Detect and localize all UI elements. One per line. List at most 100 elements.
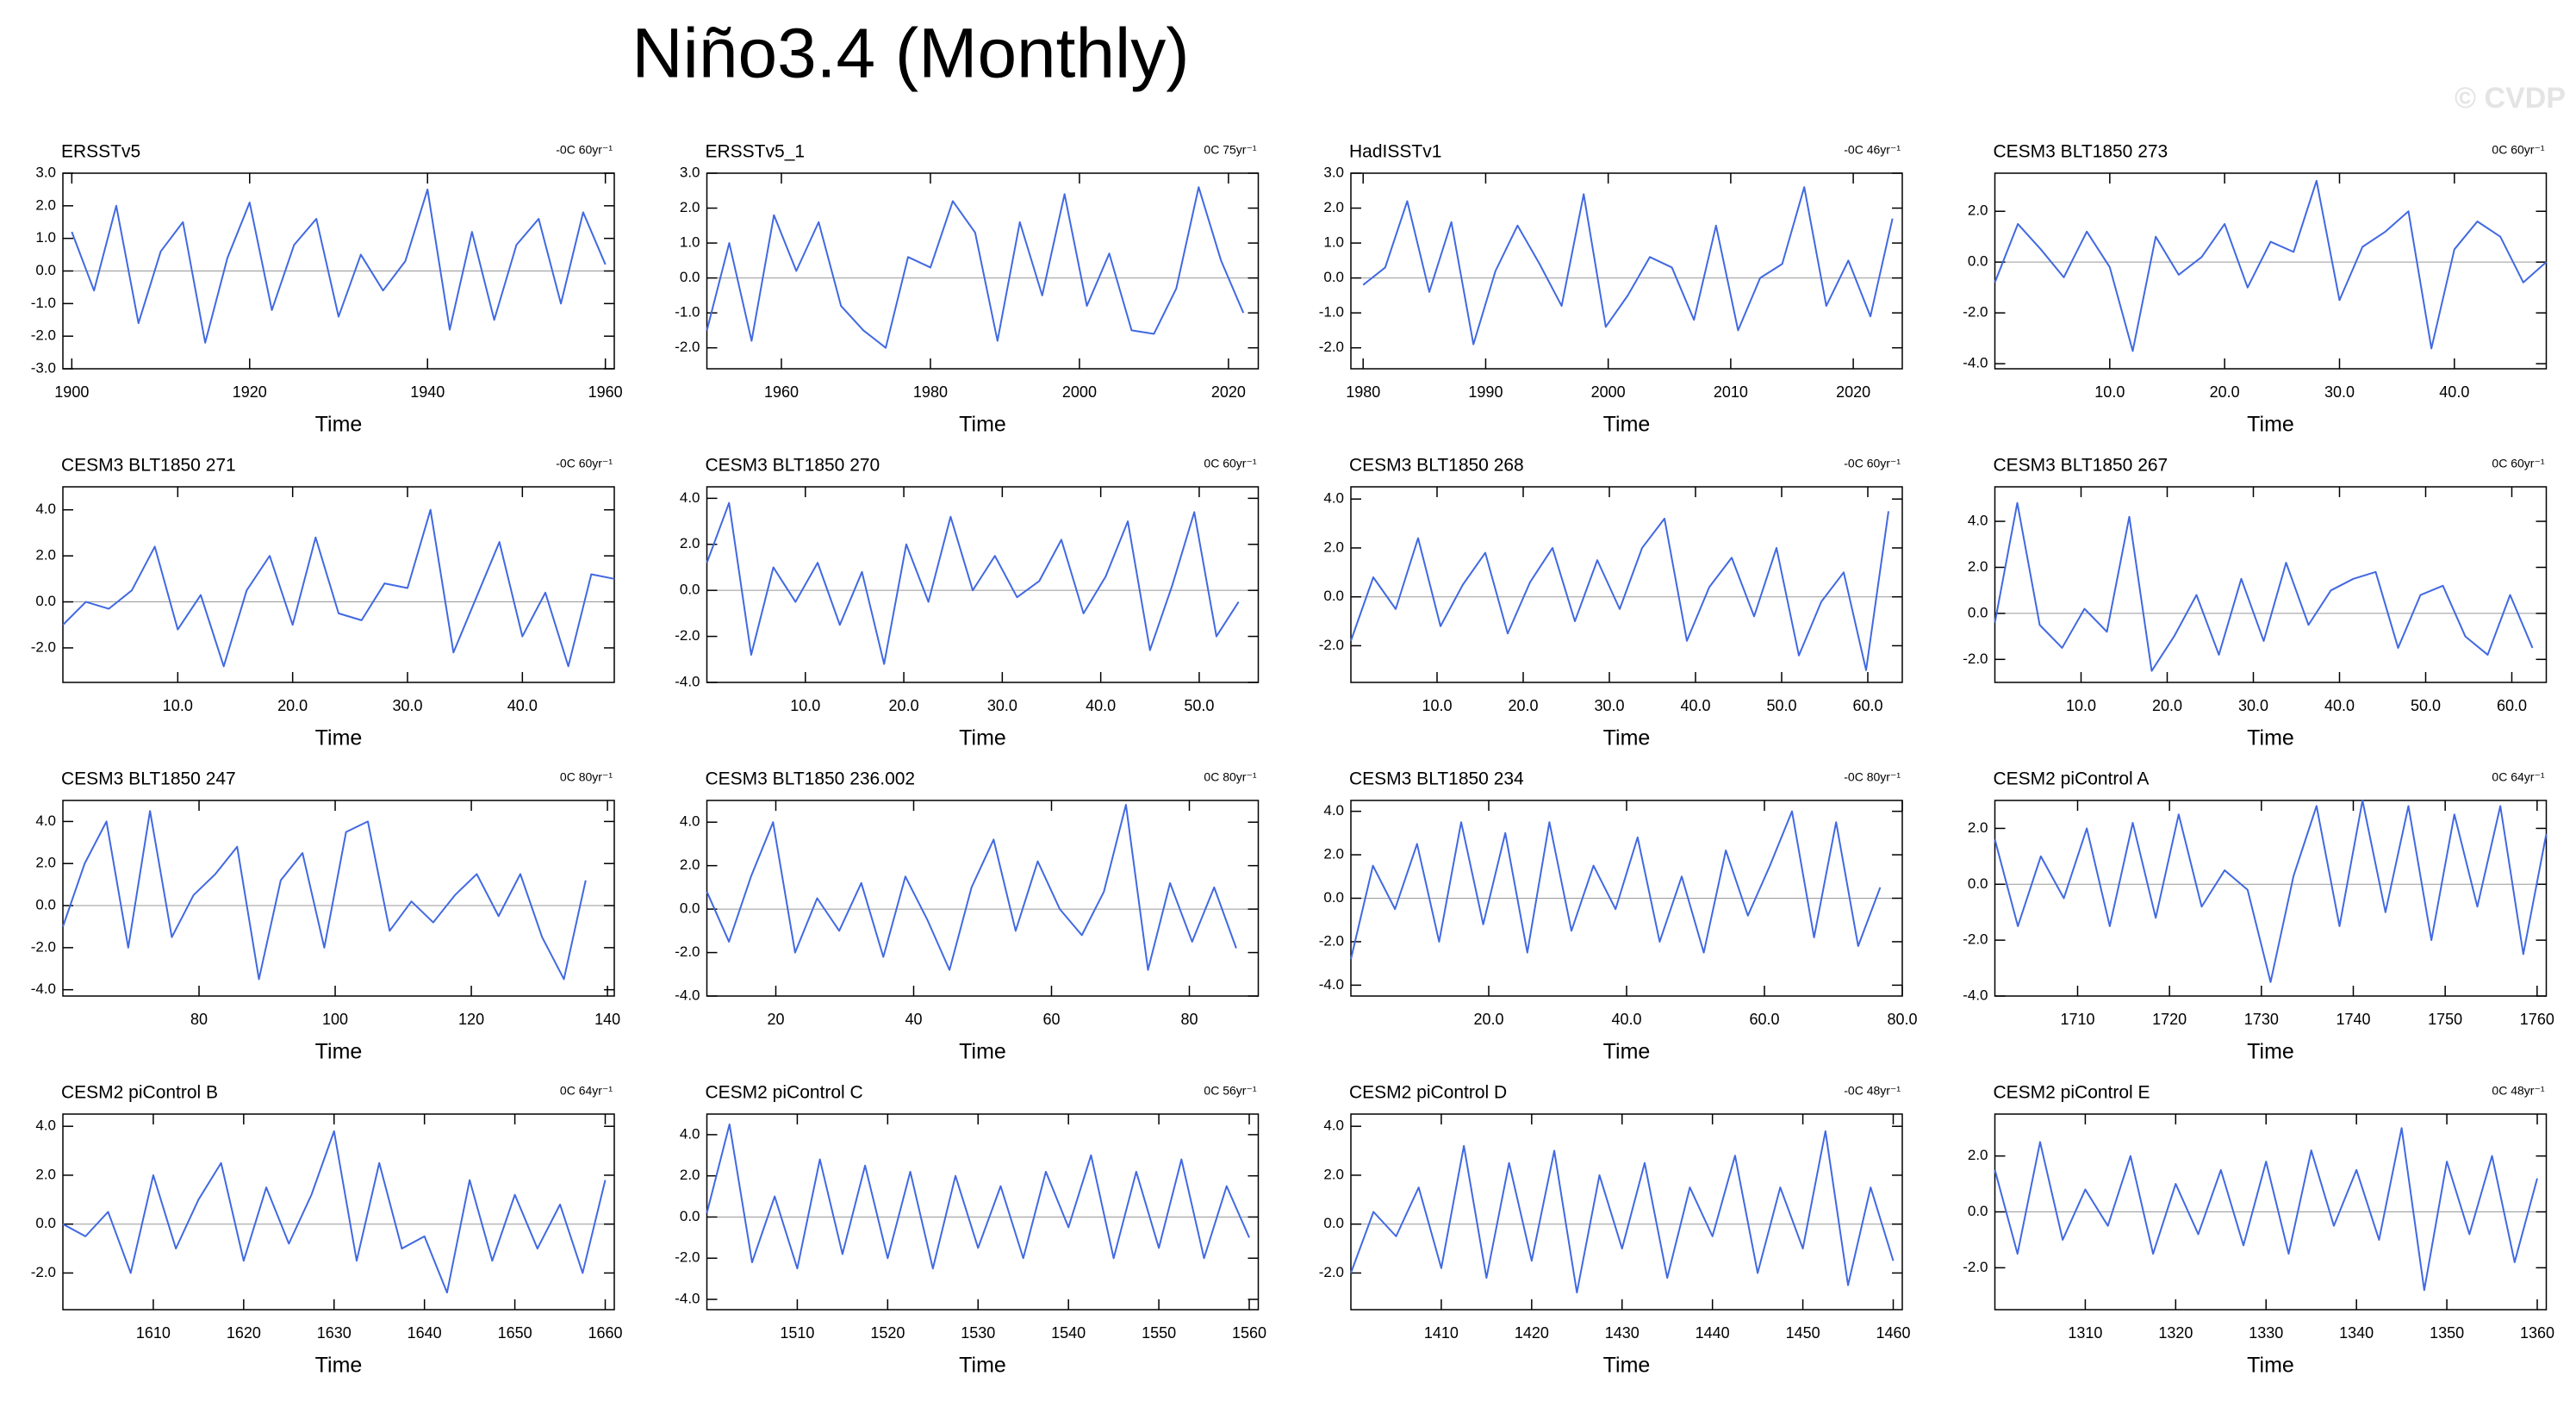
y-tick-label: 4.0 [35, 501, 56, 517]
data-line [62, 1130, 607, 1294]
y-tick-label: 0.0 [35, 262, 56, 278]
x-tick-label: 1660 [588, 1324, 622, 1342]
panel-title: CESM3 BLT1850 267 [1994, 456, 2168, 476]
x-tick-label: 30.0 [2238, 697, 2268, 714]
x-tick-label: 30.0 [987, 697, 1017, 714]
x-tick-label: 2000 [1591, 383, 1626, 401]
y-tick-label: 2.0 [1323, 199, 1344, 215]
y-tick-label: 2.0 [35, 196, 56, 213]
y-tick-label: -2.0 [1963, 931, 1988, 948]
data-line [706, 501, 1240, 665]
x-tick-label: 1960 [764, 383, 799, 401]
y-tick-label: 0.0 [680, 582, 700, 598]
y-tick-label: -2.0 [1319, 637, 1344, 653]
data-line [1994, 800, 2548, 983]
figure-title: Niño3.4 (Monthly) [632, 15, 1189, 93]
x-axis-label: Time [959, 1040, 1006, 1064]
y-tick-label: 2.0 [1968, 819, 1988, 836]
y-tick-label: -4.0 [675, 1291, 700, 1307]
x-tick-label: 1760 [2520, 1011, 2554, 1028]
y-tick-label: -4.0 [1963, 355, 1988, 371]
y-tick-label: 2.0 [680, 535, 700, 551]
x-tick-label: 1940 [410, 383, 445, 401]
y-tick-label: 4.0 [35, 1118, 56, 1134]
panel-title: CESM3 BLT1850 268 [1349, 456, 1524, 476]
x-tick-label: 1920 [233, 383, 267, 401]
x-tick-label: 20.0 [889, 697, 919, 714]
y-tick-label: 2.0 [1323, 539, 1344, 555]
panel-annotation: 0C 64yr⁻¹ [2492, 770, 2544, 784]
x-tick-label: 1440 [1696, 1324, 1730, 1342]
y-tick-label: -2.0 [31, 327, 56, 344]
panel-title: CESM2 piControl A [1994, 769, 2150, 789]
y-tick-label: 2.0 [35, 855, 56, 871]
x-axis-label: Time [1603, 1354, 1651, 1378]
y-tick-label: -2.0 [1319, 1264, 1344, 1280]
x-tick-label: 50.0 [1184, 697, 1214, 714]
panel-annotation: -0C 46yr⁻¹ [1844, 143, 1901, 157]
y-tick-label: -2.0 [675, 339, 700, 355]
data-line [62, 508, 615, 668]
y-tick-label: -2.0 [31, 638, 56, 655]
y-tick-label: -2.0 [1319, 932, 1344, 949]
x-tick-label: 60.0 [1749, 1011, 1779, 1028]
x-tick-label: 1450 [1786, 1324, 1820, 1342]
x-tick-label: 1740 [2336, 1011, 2370, 1028]
panel-title: CESM2 piControl E [1994, 1083, 2150, 1103]
x-tick-label: 10.0 [1422, 697, 1452, 714]
y-tick-label: -2.0 [1963, 1259, 1988, 1275]
x-tick-label: 1720 [2152, 1011, 2187, 1028]
y-tick-label: 2.0 [1968, 558, 1988, 575]
x-tick-label: 20.0 [2152, 697, 2182, 714]
y-tick-label: 0.0 [1323, 1215, 1344, 1231]
panel-annotation: 0C 48yr⁻¹ [2492, 1084, 2544, 1098]
y-tick-label: 0.0 [1968, 875, 1988, 892]
x-axis-label: Time [959, 726, 1006, 750]
data-line [1350, 810, 1882, 960]
x-tick-label: 10.0 [163, 697, 193, 714]
x-axis-label: Time [2247, 413, 2294, 437]
y-tick-label: -2.0 [675, 627, 700, 644]
panel-title: ERSSTv5_1 [706, 142, 806, 162]
panel-annotation: 0C 80yr⁻¹ [560, 770, 613, 784]
x-tick-label: 30.0 [1594, 697, 1624, 714]
x-axis-label: Time [1603, 413, 1651, 437]
x-axis-label: Time [2247, 726, 2294, 750]
y-tick-label: 4.0 [680, 813, 700, 830]
panel-annotation: 0C 80yr⁻¹ [1204, 770, 1256, 784]
x-tick-label: 1530 [961, 1324, 995, 1342]
y-tick-label: 3.0 [1323, 164, 1344, 180]
x-axis-label: Time [2247, 1354, 2294, 1378]
plot-frame [1994, 486, 2548, 683]
y-tick-label: 4.0 [1968, 513, 1988, 529]
x-axis-label: Time [315, 413, 363, 437]
x-axis-label: Time [1603, 1040, 1651, 1064]
y-tick-label: 3.0 [680, 164, 700, 180]
panel-annotation: -0C 60yr⁻¹ [556, 457, 613, 470]
x-tick-label: 1960 [588, 383, 623, 401]
x-tick-label: 40 [905, 1011, 922, 1028]
y-tick-label: 2.0 [35, 1166, 56, 1182]
x-tick-label: 1630 [317, 1324, 352, 1342]
x-tick-label: 140 [594, 1011, 620, 1028]
y-tick-label: 2.0 [680, 1167, 700, 1183]
x-axis-label: Time [2247, 1040, 2294, 1064]
y-tick-label: 0.0 [35, 593, 56, 609]
panel-title: CESM2 piControl D [1349, 1083, 1507, 1103]
x-tick-label: 1330 [2249, 1324, 2283, 1342]
x-axis-label: Time [315, 1040, 363, 1064]
plot-frame [706, 486, 1260, 683]
y-tick-label: 0.0 [1323, 889, 1344, 906]
y-tick-label: 3.0 [35, 164, 56, 180]
x-axis-label: Time [959, 1354, 1006, 1378]
y-tick-label: 0.0 [680, 900, 700, 917]
data-line [706, 186, 1245, 349]
x-tick-label: 100 [322, 1011, 348, 1028]
y-tick-label: -4.0 [31, 981, 56, 997]
data-line [62, 810, 587, 981]
y-tick-label: -4.0 [675, 987, 700, 1003]
data-line [1350, 1130, 1895, 1294]
y-tick-label: -2.0 [675, 1249, 700, 1266]
y-tick-label: 2.0 [1323, 846, 1344, 862]
x-tick-label: 50.0 [2411, 697, 2441, 714]
